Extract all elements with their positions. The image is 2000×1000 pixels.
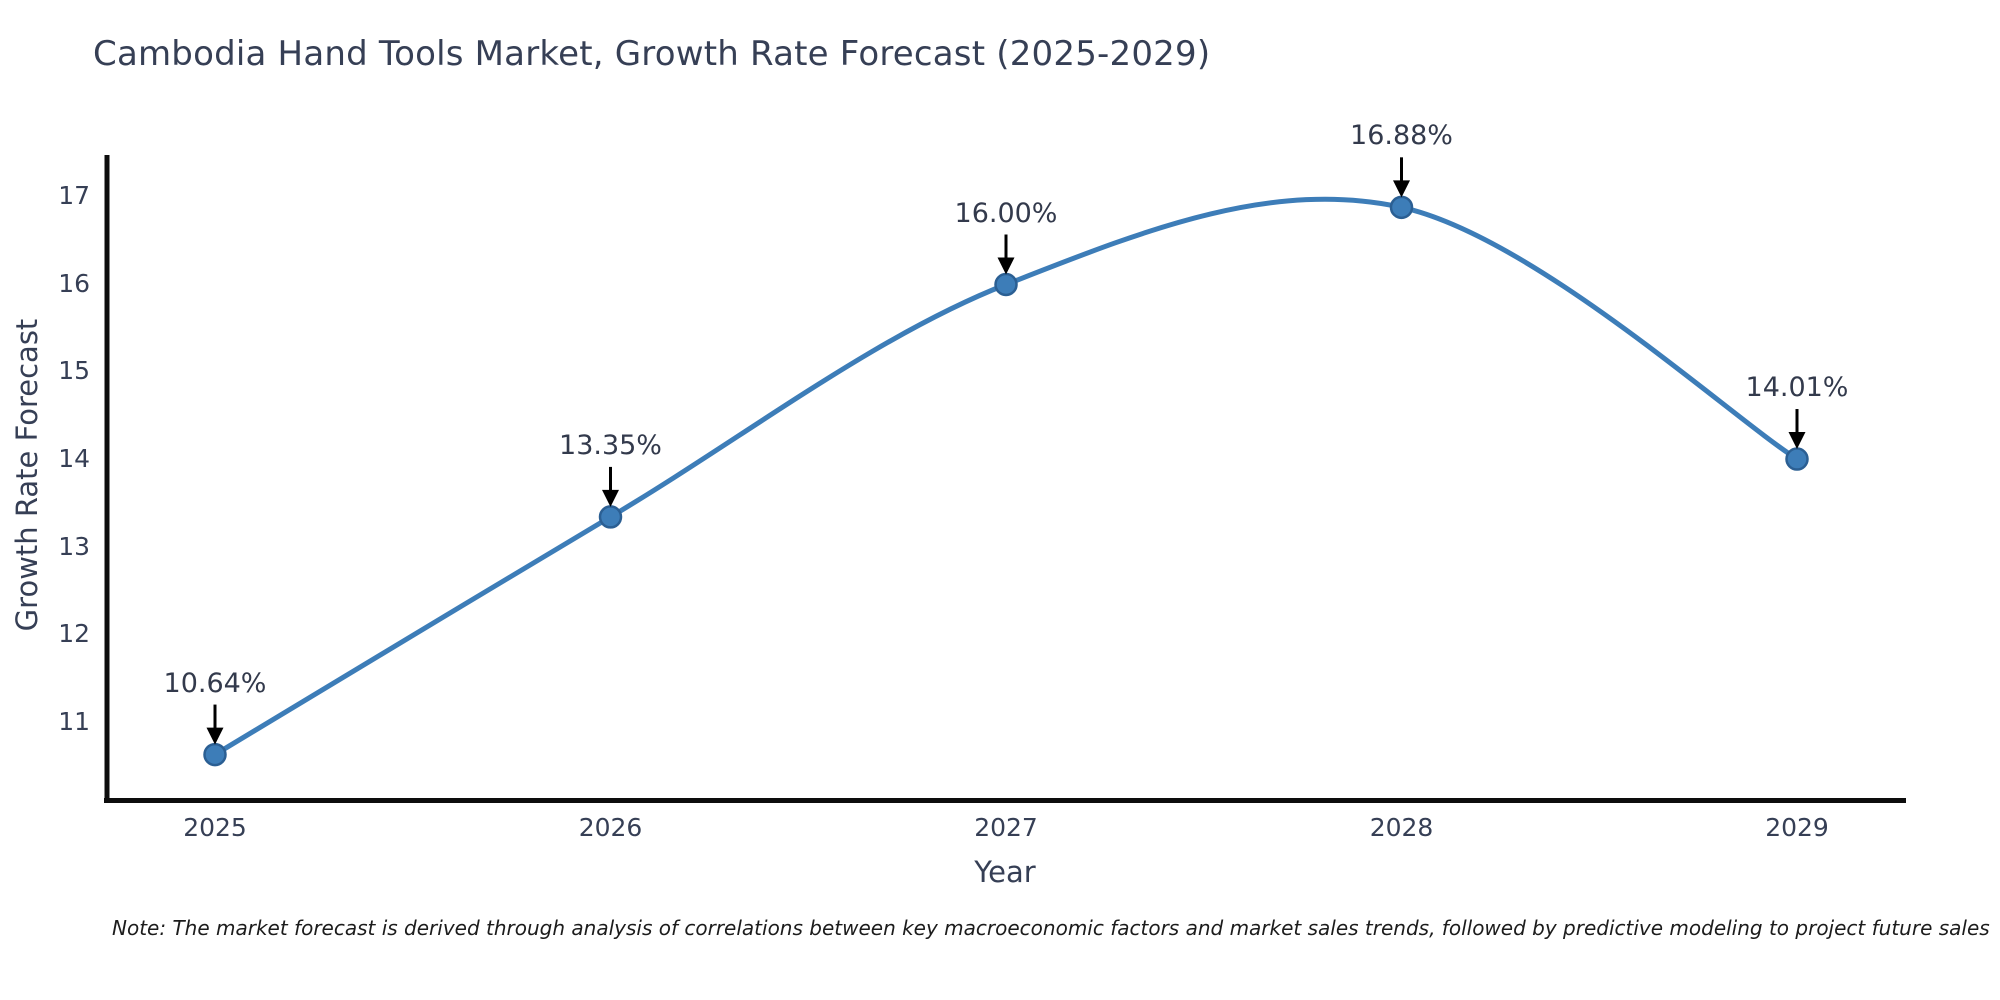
data-point-value-label: 16.00%	[954, 197, 1058, 229]
x-tick-label: 2028	[1369, 813, 1434, 842]
data-point-value-label: 13.35%	[559, 429, 662, 461]
x-axis-title: Year	[974, 855, 1036, 889]
y-tick-label: 12	[58, 619, 90, 649]
y-tick-label: 17	[58, 180, 90, 210]
annotation-down-arrow-icon	[997, 257, 1015, 275]
data-point-value-label: 16.88%	[1350, 120, 1453, 152]
annotation-down-arrow-icon	[206, 727, 224, 745]
x-tick-label: 2027	[974, 813, 1038, 842]
y-tick-label: 11	[58, 707, 90, 736]
y-tick-label: 13	[58, 531, 90, 561]
data-point-value-label: 10.64%	[163, 667, 267, 699]
y-tick-label: 16	[58, 268, 90, 298]
x-tick-label: 2026	[578, 813, 643, 842]
data-point-marker	[598, 505, 623, 529]
data-point-marker	[1389, 195, 1414, 220]
data-point-marker	[994, 272, 1018, 297]
data-point-marker	[203, 742, 227, 767]
x-tick-label: 2025	[183, 813, 247, 842]
annotation-down-arrow-icon	[1788, 432, 1806, 450]
data-point-marker	[1785, 447, 1809, 471]
x-tick-label: 2029	[1765, 813, 1829, 842]
annotation-down-arrow-icon	[602, 489, 619, 507]
annotation-down-arrow-icon	[1393, 180, 1410, 198]
data-point-value-label: 14.01%	[1745, 372, 1849, 404]
chart-title: Cambodia Hand Tools Market, Growth Rate …	[93, 34, 1211, 74]
y-tick-label: 15	[58, 356, 90, 386]
chart-footnote: Note: The market forecast is derived thr…	[112, 916, 1990, 940]
y-tick-label: 14	[58, 443, 90, 473]
y-axis-title: Growth Rate Forecast	[10, 318, 44, 632]
